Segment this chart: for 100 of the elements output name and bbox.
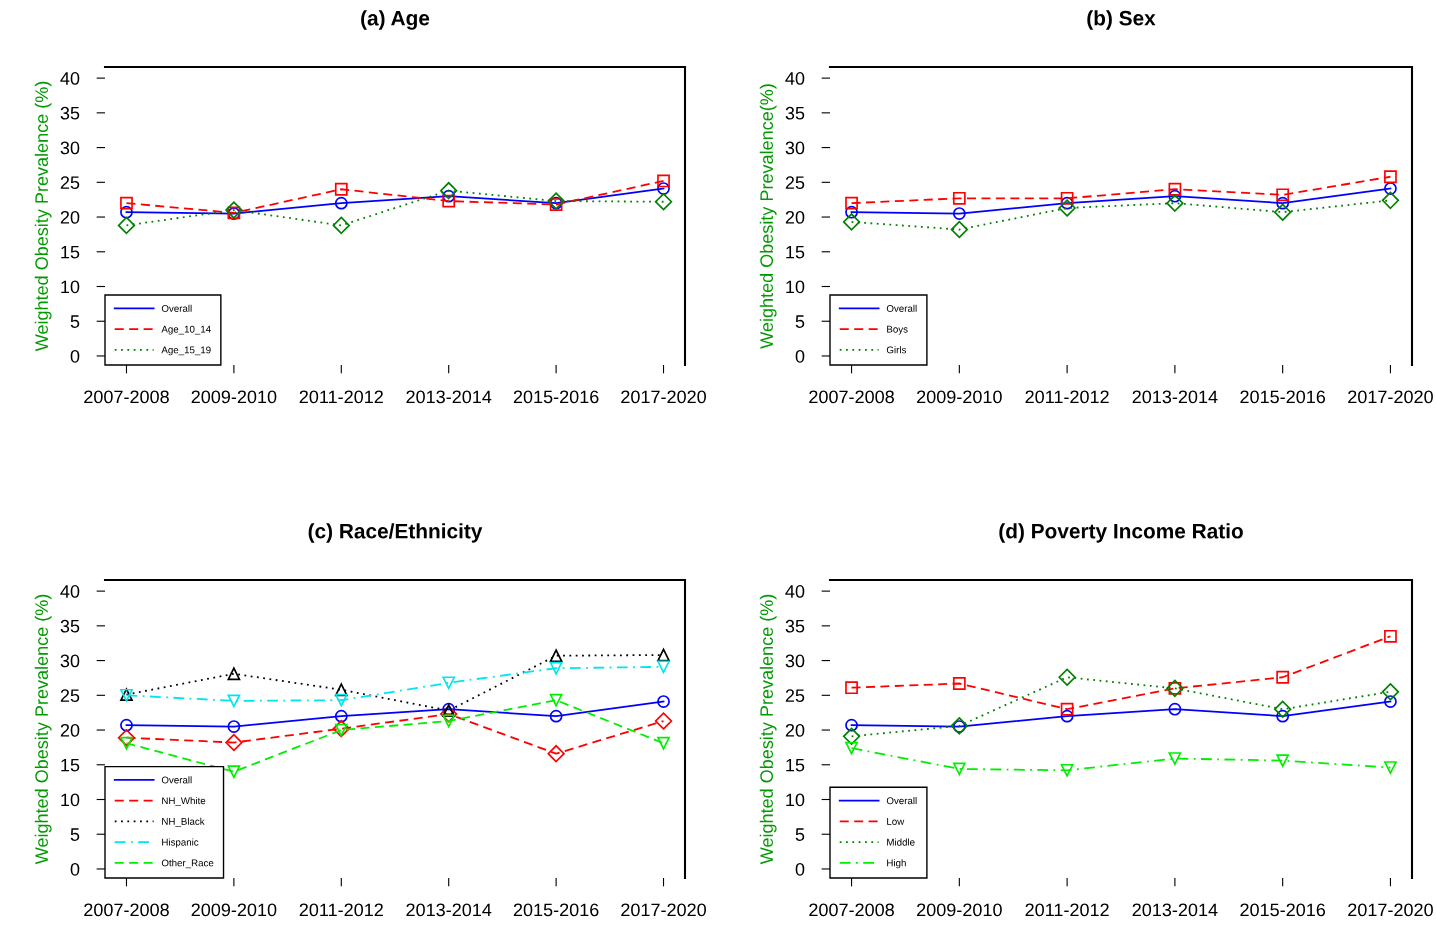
point <box>1060 191 1074 205</box>
point <box>442 676 456 690</box>
x-tick-label: 2017-2020 <box>1348 903 1433 917</box>
y-tick-label: 30 <box>785 141 805 155</box>
point <box>334 683 348 697</box>
y-tick-label: 10 <box>786 793 805 807</box>
y-tick-label: 35 <box>785 619 805 633</box>
x-tick-label: 2015-2016 <box>513 390 599 404</box>
point <box>845 681 858 695</box>
y-tick-label: 40 <box>785 72 805 85</box>
x-tick-label: 2007-2008 <box>84 390 169 404</box>
x-tick-label: 2017-2020 <box>1348 390 1433 404</box>
point <box>1276 670 1290 684</box>
y-tick-label: 20 <box>785 210 805 224</box>
point <box>657 695 670 708</box>
y-tick-label: 35 <box>785 106 805 120</box>
x-tick-label: 2017-2020 <box>621 390 706 404</box>
point <box>842 727 861 745</box>
point <box>657 736 670 750</box>
point <box>549 649 563 663</box>
legend-label: Low <box>887 818 905 825</box>
y-tick-label: 25 <box>60 176 80 190</box>
legend-label: Overall <box>886 797 917 805</box>
x-tick-label: 2013-2014 <box>406 390 492 404</box>
y-tick-label: 10 <box>786 280 805 294</box>
point <box>845 205 858 219</box>
y-tick-label: 5 <box>795 828 805 841</box>
y-tick-label: 35 <box>60 106 80 120</box>
x-tick-label: 2011-2012 <box>299 390 383 404</box>
y-tick-label: 20 <box>60 210 80 224</box>
point <box>332 719 350 738</box>
y-tick-label: 0 <box>795 349 805 363</box>
y-tick-label: 30 <box>60 654 80 668</box>
point <box>657 660 670 674</box>
point <box>117 216 136 235</box>
y-tick-label: 15 <box>61 758 80 772</box>
point <box>845 741 858 755</box>
y-tick-label: 40 <box>60 72 80 85</box>
y-tick-label: 20 <box>60 723 80 737</box>
point <box>842 213 861 231</box>
legend-label: Girls <box>886 346 907 354</box>
point <box>1381 191 1400 210</box>
point <box>549 693 563 707</box>
point <box>1168 182 1182 196</box>
point <box>657 648 670 662</box>
point <box>1276 754 1290 767</box>
y-axis-title: Weighted Obesity Prevalence (%) <box>34 81 52 352</box>
point <box>1060 196 1074 210</box>
y-axis-title: Weighted Obesity Prevalence (%) <box>759 594 777 865</box>
point <box>1168 702 1182 716</box>
legend-label: NH_Black <box>162 817 205 827</box>
y-tick-label: 15 <box>786 758 805 772</box>
point <box>120 196 133 210</box>
point <box>950 220 969 239</box>
chart-title: (b) Sex <box>1087 10 1156 30</box>
point <box>952 677 966 690</box>
x-tick-label: 2011-2012 <box>1025 390 1109 404</box>
point <box>1060 763 1074 777</box>
y-tick-label: 30 <box>60 141 80 155</box>
point <box>657 182 670 195</box>
point <box>547 192 565 210</box>
point <box>1384 629 1397 643</box>
point <box>1273 700 1292 718</box>
legend-label: Overall <box>161 304 192 312</box>
point <box>117 728 136 747</box>
x-tick-label: 2013-2014 <box>1132 903 1218 917</box>
y-tick-label: 25 <box>785 176 805 190</box>
legend-label: Age_15_19 <box>161 346 211 356</box>
point <box>334 182 348 196</box>
y-tick-label: 5 <box>70 828 80 841</box>
y-tick-label: 0 <box>70 349 80 363</box>
point <box>1381 683 1400 701</box>
point <box>547 744 565 763</box>
y-tick-label: 15 <box>61 245 80 259</box>
chart-title: (d) Poverty Income Ratio <box>999 523 1243 543</box>
x-tick-label: 2015-2016 <box>513 903 599 917</box>
point <box>1060 702 1074 716</box>
y-tick-label: 35 <box>60 619 80 633</box>
legend-label: NH_White <box>162 797 206 806</box>
y-tick-label: 25 <box>60 689 80 703</box>
x-tick-label: 2007-2008 <box>84 903 169 917</box>
point <box>549 709 563 723</box>
point <box>1384 761 1397 774</box>
point <box>227 765 241 779</box>
legend-label: Overall <box>161 776 192 784</box>
y-tick-label: 0 <box>70 862 80 876</box>
legend-label: Boys <box>887 325 908 335</box>
point <box>1166 194 1184 212</box>
legend-label: Other_Race <box>161 859 214 869</box>
y-tick-label: 0 <box>795 862 805 876</box>
x-tick-label: 2017-2020 <box>621 903 706 917</box>
x-tick-label: 2009-2010 <box>191 903 277 917</box>
point <box>332 216 350 235</box>
x-tick-label: 2009-2010 <box>191 390 277 404</box>
point <box>120 205 133 219</box>
point <box>334 196 348 210</box>
point <box>845 196 858 210</box>
y-tick-label: 40 <box>785 585 805 598</box>
point <box>1384 170 1397 184</box>
legend-label: Middle <box>887 838 915 846</box>
